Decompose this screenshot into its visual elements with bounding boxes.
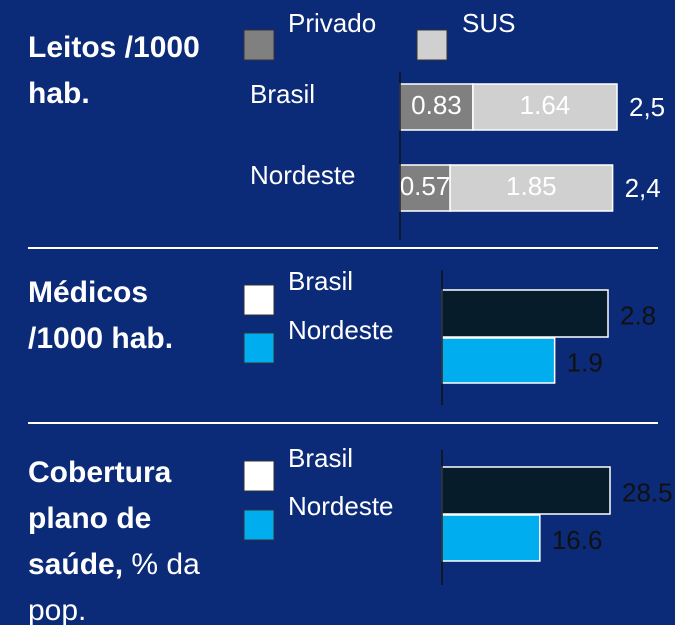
chart-title: Leitos /1000 hab. — [28, 25, 213, 117]
legend-label: Brasil — [288, 266, 353, 296]
bar — [441, 466, 611, 515]
value-label: 2.8 — [620, 300, 656, 330]
value-label: 0.83 — [411, 90, 462, 120]
bar-segment — [399, 164, 451, 212]
legend-label: SUS — [462, 8, 515, 38]
chart-title: Médicos /1000 hab. — [28, 270, 213, 362]
bar — [441, 289, 609, 338]
title-text: Médicos /1000 hab. — [28, 276, 174, 355]
legend-label: Privado — [288, 8, 376, 38]
bar-segment — [449, 164, 614, 212]
legend-label: Nordeste — [288, 491, 394, 521]
total-label: 2,4 — [625, 173, 661, 203]
legend-swatch — [243, 509, 275, 541]
value-label: 28.5 — [622, 477, 673, 507]
legend-swatch — [243, 332, 275, 364]
bar-segment — [472, 83, 618, 131]
bar — [441, 514, 541, 562]
legend-swatch — [243, 460, 275, 492]
value-label: 0.57 — [400, 171, 451, 201]
category-label: Nordeste — [250, 160, 356, 190]
value-label: 16.6 — [552, 525, 603, 555]
value-label: 1.64 — [520, 90, 571, 120]
category-label: Brasil — [250, 79, 315, 109]
value-label: 1.9 — [567, 347, 603, 377]
legend-swatch — [416, 29, 448, 61]
bar — [441, 337, 556, 384]
subtitle-text: % da pop. — [28, 548, 200, 627]
title-text: Cobertura plano de saúde, — [28, 456, 172, 581]
legend-label: Nordeste — [288, 315, 394, 345]
value-label: 1.85 — [506, 171, 557, 201]
legend-label: Brasil — [288, 443, 353, 473]
legend-swatch — [243, 284, 275, 316]
legend-swatch — [243, 29, 275, 61]
chart-title: Cobertura plano de saúde, % da pop. — [28, 450, 213, 634]
title-text: Leitos /1000 hab. — [28, 31, 200, 110]
total-label: 2,5 — [629, 92, 665, 122]
